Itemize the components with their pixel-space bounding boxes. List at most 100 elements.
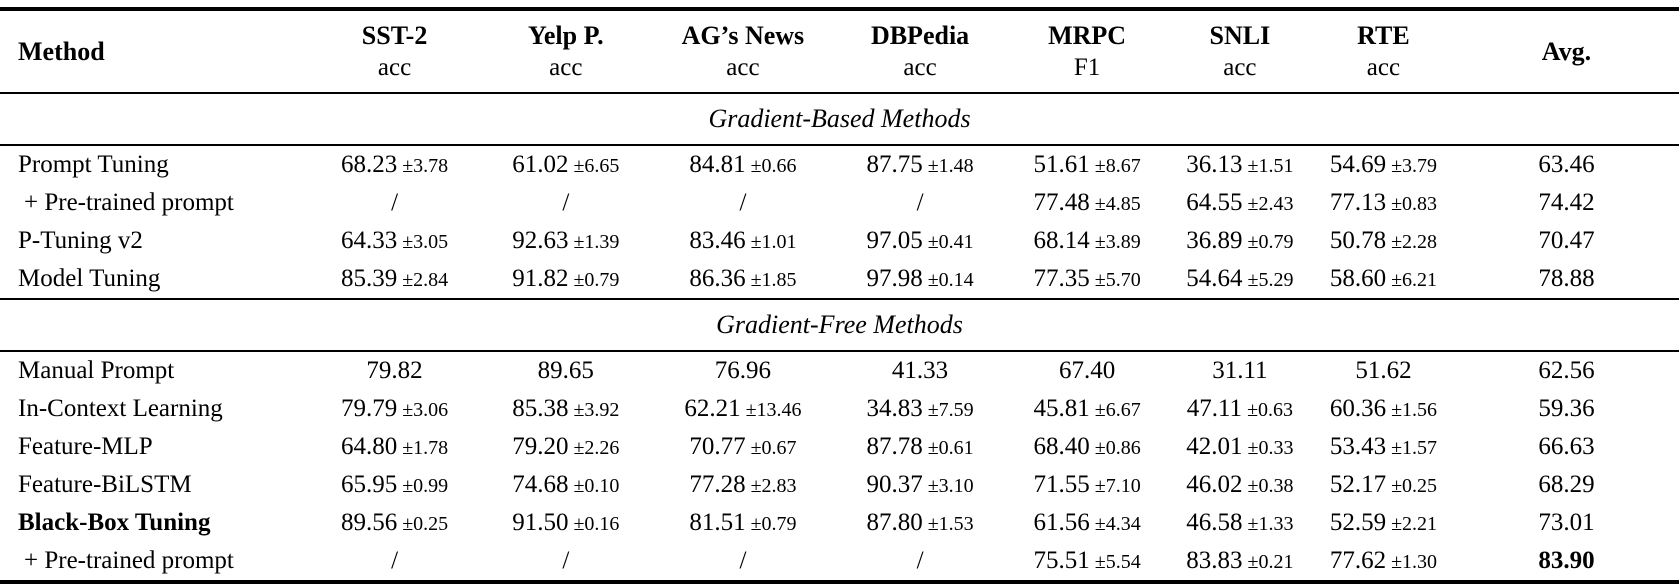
score-value: 77.62 — [1329, 546, 1387, 574]
score-cell: 41.33 — [833, 351, 1008, 390]
score-value: / — [391, 546, 399, 574]
score-cell: 85.39 ±2.84 — [311, 260, 479, 299]
score-std: ±5.70 — [1094, 268, 1141, 291]
score-std: ±0.38 — [1247, 474, 1294, 497]
score-value: 91.82 — [512, 264, 569, 292]
score-cell: 54.69 ±3.79 — [1313, 145, 1454, 184]
score-value: 62.21 — [684, 394, 741, 422]
col-sublabel: acc — [726, 53, 760, 81]
score-value: 31.11 — [1212, 356, 1268, 384]
score-value: 83.90 — [1538, 546, 1595, 574]
table-body: Gradient-Based Methods Prompt Tuning 68.23… — [0, 91, 1679, 582]
score-cell: 75.51 ±5.54 — [1007, 542, 1167, 582]
col-header-mrpc: MRPC F1 — [1007, 9, 1167, 94]
score-cell: 58.60 ±6.21 — [1313, 260, 1454, 299]
score-std: ±3.06 — [402, 398, 449, 421]
score-cell: / — [653, 542, 833, 582]
col-label: Yelp P. — [527, 21, 604, 50]
score-std: ±0.79 — [1247, 230, 1294, 253]
score-std: ±0.41 — [927, 230, 974, 253]
method-cell: Black-Box Tuning — [18, 508, 211, 536]
col-sublabel: acc — [549, 53, 583, 81]
score-value: 84.81 — [689, 150, 746, 178]
score-std: ±7.10 — [1094, 474, 1141, 497]
score-cell: 67.40 — [1007, 351, 1167, 390]
score-value: 45.81 — [1033, 394, 1090, 422]
score-cell: 77.13 ±0.83 — [1313, 184, 1454, 222]
col-header-rte: RTE acc — [1312, 9, 1454, 94]
score-value: 83.46 — [689, 226, 746, 254]
score-value: 79.79 — [340, 394, 398, 422]
score-cell: 60.36 ±1.56 — [1313, 390, 1454, 428]
score-value: 50.78 — [1329, 226, 1387, 254]
table-row-pre-trained-prompt: + Pre-trained prompt / / //75.51 ±5.54 83.83 ±… — [0, 542, 1679, 582]
score-cell: 77.62 ±1.30 — [1313, 542, 1454, 582]
table-row-in-context-learning: In-Context Learning 79.79 ±3.06 85.38 ±3.92 6… — [0, 390, 1679, 428]
score-value: 51.62 — [1355, 356, 1412, 384]
score-cell: 51.61 ±8.67 — [1007, 145, 1167, 184]
col-sublabel: acc — [1223, 53, 1257, 81]
table-row-feature-mlp: Feature-MLP 64.80 ±1.78 79.20 ±2.26 70.77 ±0.6… — [0, 428, 1679, 466]
score-std: ±8.67 — [1094, 154, 1141, 177]
score-std: ±0.83 — [1391, 192, 1438, 215]
method-cell: Prompt Tuning — [18, 150, 169, 178]
avg-cell: 59.36 — [1454, 390, 1679, 428]
score-cell: 52.17 ±0.25 — [1313, 466, 1454, 504]
score-cell: 68.40 ±0.86 — [1007, 428, 1167, 466]
score-std: ±1.01 — [750, 230, 797, 253]
col-label: AG’s News — [681, 21, 805, 50]
score-value: / — [562, 546, 570, 574]
score-value: 46.02 — [1186, 470, 1243, 498]
avg-cell: 62.56 — [1454, 351, 1679, 390]
score-value: 60.36 — [1329, 394, 1387, 422]
score-std: ±2.28 — [1391, 230, 1438, 253]
score-value: 59.36 — [1538, 394, 1595, 422]
method-cell: Model Tuning — [18, 264, 161, 292]
method-cell: + Pre-trained prompt — [24, 188, 234, 216]
score-cell: 46.02 ±0.38 — [1167, 466, 1313, 504]
header-row: Method SST-2 acc Yelp P. acc AG’s News acc DBPe… — [0, 9, 1679, 94]
section-row-gradient-free-methods: Gradient-Free Methods — [0, 297, 1679, 352]
avg-cell: 78.88 — [1454, 260, 1679, 299]
avg-cell: 68.29 — [1454, 466, 1679, 504]
score-cell: 97.98 ±0.14 — [833, 260, 1008, 299]
score-value: 61.56 — [1033, 508, 1090, 536]
score-value: 78.88 — [1538, 264, 1595, 292]
method-cell: + Pre-trained prompt — [24, 546, 234, 574]
score-value: 63.46 — [1538, 150, 1595, 178]
score-std: ±0.79 — [750, 512, 797, 535]
score-cell: 92.63 ±1.39 — [479, 222, 654, 260]
score-value: 74.68 — [512, 470, 569, 498]
score-std: ±3.92 — [573, 398, 620, 421]
col-header-snli: SNLI acc — [1166, 9, 1313, 94]
col-label: Avg. — [1541, 36, 1592, 66]
score-cell: 79.20 ±2.26 — [479, 428, 654, 466]
score-cell: 34.83 ±7.59 — [833, 390, 1008, 428]
score-cell: 61.02 ±6.65 — [479, 145, 654, 184]
score-std: ±1.51 — [1247, 154, 1294, 177]
table-row-model-tuning: Model Tuning 85.39 ±2.84 91.82 ±0.79 86.36 ±1.… — [0, 260, 1679, 299]
score-value: 91.50 — [512, 508, 569, 536]
score-cell: 64.80 ±1.78 — [311, 428, 479, 466]
col-label: MRPC — [1048, 21, 1127, 50]
score-std: ±3.10 — [927, 474, 974, 497]
score-std: ±3.79 — [1391, 154, 1438, 177]
score-value: 65.95 — [340, 470, 398, 498]
score-std: ±1.53 — [927, 512, 974, 535]
col-label: DBPedia — [870, 21, 970, 50]
score-cell: 54.64 ±5.29 — [1167, 260, 1313, 299]
col-label: SNLI — [1209, 21, 1271, 50]
score-value: / — [391, 188, 399, 216]
score-cell: 64.33 ±3.05 — [311, 222, 479, 260]
score-std: ±5.54 — [1094, 550, 1141, 573]
score-value: 89.56 — [340, 508, 398, 536]
score-cell: 42.01 ±0.33 — [1167, 428, 1313, 466]
method-cell: P-Tuning v2 — [18, 226, 143, 254]
score-value: / — [562, 188, 570, 216]
score-value: 62.56 — [1538, 356, 1595, 384]
score-value: 66.63 — [1538, 432, 1595, 460]
score-value: 41.33 — [891, 356, 949, 384]
score-std: ±0.21 — [1247, 550, 1294, 573]
col-header-avg: Avg. — [1453, 9, 1679, 94]
score-cell: 68.23 ±3.78 — [311, 145, 479, 184]
